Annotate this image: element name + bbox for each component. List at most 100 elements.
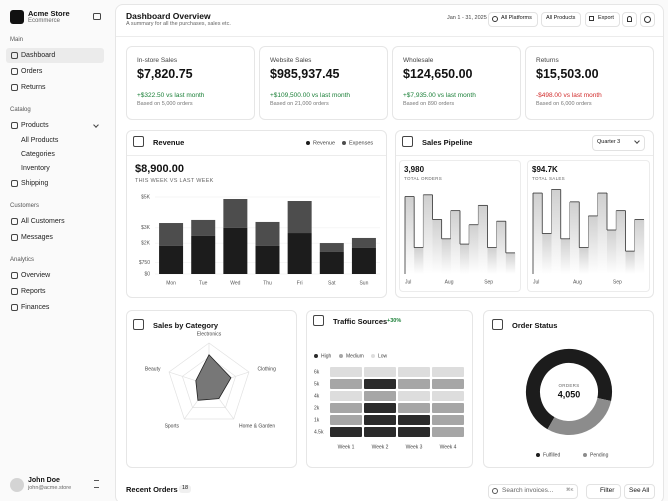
- card-divider: [127, 155, 386, 156]
- search-icon: [492, 488, 498, 494]
- icon: [133, 136, 144, 147]
- bell-icon: [627, 16, 632, 22]
- kpi-basis: Based on 6,000 orders: [536, 101, 592, 107]
- card-title: Revenue: [153, 138, 185, 147]
- kpi-card: [126, 46, 255, 120]
- pipeline-label: TOTAL ORDERS: [404, 176, 443, 181]
- nav-item-label: Products: [21, 122, 49, 129]
- pipeline-total: $94.7K: [532, 165, 558, 174]
- icon: [11, 180, 18, 187]
- see-all-label: See All: [629, 487, 650, 494]
- kpi-change: +$7,935.00 vs last month: [403, 92, 476, 99]
- icon: [11, 84, 18, 91]
- user-name: John Doe: [28, 477, 60, 484]
- date-range[interactable]: Jan 1 - 31, 2025: [447, 15, 487, 21]
- kpi-value: $124,650.00: [403, 67, 473, 81]
- header-divider: [116, 36, 663, 37]
- shortcut: ⌘K: [566, 487, 574, 492]
- nav-subitem-label: Categories: [21, 151, 55, 158]
- icon: [11, 304, 18, 311]
- icon: [11, 52, 18, 59]
- filter-button[interactable]: [586, 484, 621, 499]
- icon: [11, 234, 18, 241]
- card-divider: [396, 155, 653, 156]
- search-placeholder: Search invoices...: [502, 487, 554, 494]
- page-subtitle: A summary for all the purchases, sales e…: [126, 21, 231, 27]
- nav-subitem-label: Inventory: [21, 165, 50, 172]
- platforms-label: All Platforms: [501, 15, 532, 21]
- nav-item-label: All Customers: [21, 218, 65, 225]
- nav-item-label: Finances: [21, 304, 50, 311]
- search-box[interactable]: [488, 484, 578, 499]
- export-icon: [589, 16, 594, 21]
- filter-label: Filter: [600, 487, 615, 494]
- user-expand-icon[interactable]: [94, 480, 99, 488]
- kpi-basis: Based on 5,000 orders: [137, 101, 193, 107]
- kpi-value: $985,937.45: [270, 67, 340, 81]
- card: [483, 310, 654, 468]
- kpi-basis: Based on 21,000 orders: [270, 101, 329, 107]
- section-title: Recent Orders: [126, 485, 178, 494]
- pipeline-label: TOTAL SALES: [532, 176, 565, 181]
- kpi-basis: Based on 890 orders: [403, 101, 455, 107]
- nav-item-label: Orders: [21, 68, 43, 75]
- logo: [10, 10, 24, 24]
- nav-item[interactable]: [6, 48, 104, 63]
- nav-item-label: Shipping: [21, 180, 49, 187]
- collapse-icon[interactable]: [93, 13, 101, 20]
- icon: [313, 315, 324, 326]
- nav-item-label: Overview: [21, 272, 51, 279]
- nav-item-label: Messages: [21, 234, 53, 241]
- kpi-label: In-store Sales: [137, 57, 178, 64]
- nav-section-title: Catalog: [10, 107, 31, 113]
- nav-item-label: Reports: [21, 288, 46, 295]
- store-subtitle: Ecommerce: [28, 18, 61, 24]
- kpi-label: Returns: [536, 57, 559, 64]
- export-button[interactable]: [585, 12, 620, 27]
- period-select[interactable]: [592, 135, 645, 151]
- nav-subitem-label: All Products: [21, 137, 59, 144]
- pipeline-panel: [399, 160, 521, 292]
- icon: [11, 68, 18, 75]
- icon: [11, 272, 18, 279]
- kpi-change: -$498.00 vs last month: [536, 92, 602, 99]
- revenue-subtitle: THIS WEEK VS LAST WEEK: [135, 178, 214, 184]
- kpi-card: [392, 46, 521, 120]
- kpi-card: [259, 46, 388, 120]
- nav-item-label: Dashboard: [21, 52, 56, 59]
- kpi-change: +$322.50 vs last month: [137, 92, 205, 99]
- icon: [133, 319, 144, 330]
- card-title: Order Status: [512, 321, 558, 330]
- nav-section-title: Analytics: [10, 257, 35, 263]
- revenue-total: $8,900.00: [135, 163, 184, 175]
- nav-section-title: Main: [10, 37, 24, 43]
- icon: [492, 319, 503, 330]
- user-email: john@acme.store: [28, 485, 72, 491]
- products-button[interactable]: [541, 12, 581, 27]
- pipeline-panel: [527, 160, 650, 292]
- nav-item-label: Returns: [21, 84, 46, 91]
- kpi-label: Wholesale: [403, 57, 434, 64]
- pipeline-total: 3,980: [404, 165, 425, 174]
- kpi-value: $7,820.75: [137, 67, 193, 81]
- card-title: Sales by Category: [153, 321, 219, 330]
- nav-section-title: Customers: [10, 203, 40, 209]
- platforms-button[interactable]: [488, 12, 538, 27]
- count-badge: 18: [179, 485, 192, 493]
- icon: [11, 288, 18, 295]
- products-label: All Products: [546, 15, 576, 21]
- card: [126, 310, 297, 468]
- export-label: Export: [598, 15, 614, 21]
- icon: [402, 136, 413, 147]
- kpi-change: +$109,500.00 vs last month: [270, 92, 351, 99]
- see-all-button[interactable]: [624, 484, 655, 499]
- help-icon: [644, 16, 651, 23]
- card-title: Traffic Sources: [333, 317, 388, 326]
- kpi-card: [525, 46, 654, 120]
- globe-icon: [492, 16, 498, 22]
- period-label: Quarter 3: [597, 139, 621, 145]
- icon: [11, 218, 18, 225]
- card-title: Sales Pipeline: [422, 138, 473, 147]
- kpi-label: Website Sales: [270, 57, 312, 64]
